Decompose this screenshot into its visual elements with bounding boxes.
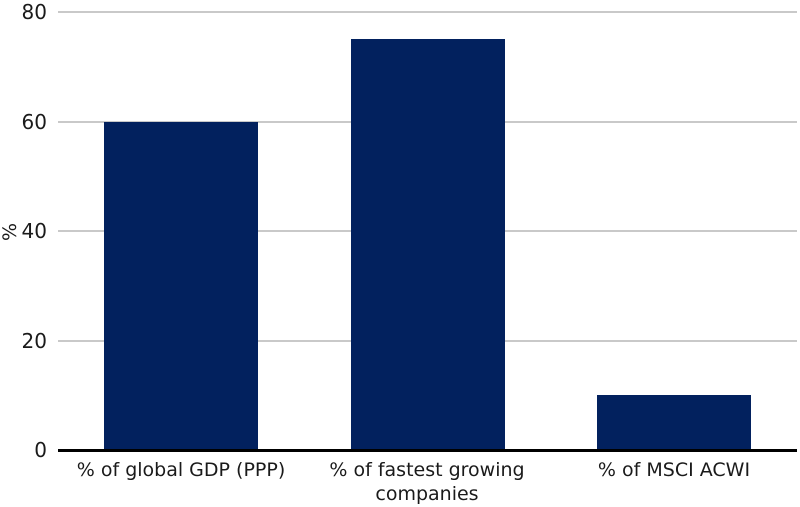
bar-1 bbox=[104, 122, 258, 451]
y-tick-label-20: 20 bbox=[21, 328, 47, 353]
x-category-label-3: % of MSCI ACWI bbox=[597, 459, 751, 481]
y-tick-label-80: 80 bbox=[21, 0, 47, 24]
y-tick-label-40: 40 bbox=[21, 219, 47, 243]
gridline-80 bbox=[58, 11, 797, 13]
x-category-label-2: % of fastest growing companies bbox=[329, 459, 525, 505]
y-tick-label-60: 60 bbox=[21, 109, 47, 134]
y-tick-label-0: 0 bbox=[34, 438, 47, 462]
bar-3 bbox=[597, 395, 751, 450]
bar-2 bbox=[351, 39, 505, 450]
x-axis-line bbox=[58, 449, 797, 452]
x-category-label-1: % of global GDP (PPP) bbox=[76, 459, 286, 481]
